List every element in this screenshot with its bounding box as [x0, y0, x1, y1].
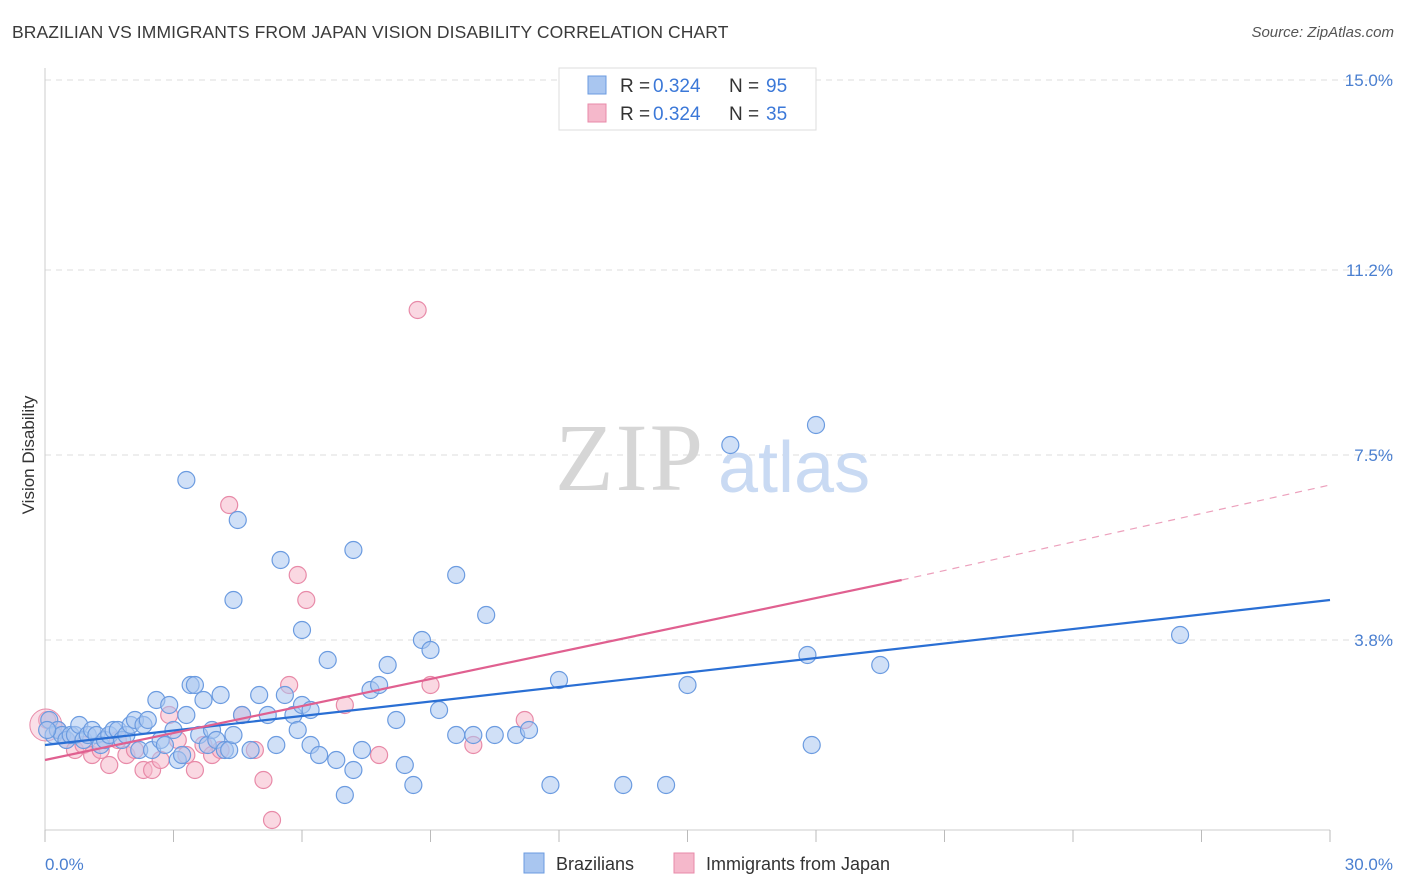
legend-r-label-1: R =	[620, 76, 650, 97]
data-point	[38, 720, 57, 740]
data-point	[678, 675, 697, 695]
bottom-legend-immigrants: Immigrants from Japan	[706, 854, 890, 874]
watermark: ZIP atlas	[555, 404, 870, 511]
data-point	[549, 670, 569, 690]
data-point	[519, 720, 539, 740]
data-point	[262, 810, 282, 830]
data-point	[370, 745, 389, 765]
data-point	[447, 725, 466, 745]
data-point	[267, 735, 286, 755]
data-point	[275, 685, 294, 705]
data-point	[292, 620, 312, 640]
y-tick-label: 3.8%	[1354, 631, 1393, 650]
data-point	[429, 700, 449, 720]
data-point	[421, 640, 440, 660]
data-point	[288, 720, 307, 740]
data-point	[310, 745, 329, 765]
x-tick-label: 30.0%	[1345, 855, 1393, 874]
trend-line-immigrants-extension	[901, 484, 1331, 581]
data-point	[172, 745, 192, 765]
data-point	[352, 740, 372, 760]
data-point	[871, 655, 890, 675]
data-point	[241, 740, 260, 760]
legend-r-value-1: 0.324	[653, 76, 701, 97]
bottom-legend: Brazilians Immigrants from Japan	[523, 852, 890, 874]
data-point	[271, 550, 290, 570]
chart-title: BRAZILIAN VS IMMIGRANTS FROM JAPAN VISIO…	[12, 22, 729, 42]
data-point	[344, 540, 363, 560]
x-tick-labels: 0.0% 30.0%	[45, 855, 1393, 874]
data-point	[160, 695, 179, 715]
legend-n-label-2: N =	[729, 104, 759, 125]
data-point	[185, 760, 205, 780]
data-point	[395, 755, 414, 775]
legend-n-value-1: 95	[766, 76, 787, 97]
trend-lines	[44, 484, 1331, 762]
data-point	[297, 590, 316, 610]
data-point	[485, 725, 504, 745]
legend-r-label-2: R =	[620, 104, 650, 125]
data-point	[220, 495, 239, 515]
data-point	[327, 750, 346, 770]
data-point	[404, 775, 423, 795]
watermark-zip: ZIP	[555, 404, 705, 511]
data-point	[138, 710, 157, 730]
bottom-legend-swatch-immigrants	[673, 852, 695, 874]
source-credit: Source: ZipAtlas.com	[1251, 24, 1394, 41]
trend-line-brazilians	[44, 598, 1331, 747]
data-point	[656, 775, 676, 795]
data-point	[194, 690, 213, 710]
legend-n-value-2: 35	[766, 104, 787, 125]
data-point	[228, 510, 247, 530]
data-point	[250, 685, 269, 705]
bottom-legend-brazilians: Brazilians	[556, 854, 634, 874]
data-point	[408, 300, 427, 320]
legend-swatch-immigrants	[587, 103, 607, 123]
data-point	[447, 565, 466, 585]
data-point	[1170, 625, 1190, 645]
data-point	[541, 775, 560, 795]
data-point	[387, 710, 406, 730]
y-tick-label: 15.0%	[1345, 71, 1393, 90]
top-legend: R = 0.324 N = 95 R = 0.324 N = 35	[558, 67, 817, 131]
legend-swatch-brazilians	[587, 75, 607, 95]
data-point	[220, 740, 239, 760]
data-point	[224, 590, 243, 610]
watermark-atlas: atlas	[718, 428, 870, 508]
data-point	[185, 675, 205, 695]
data-point	[177, 470, 196, 490]
x-tick-label: 0.0%	[45, 855, 84, 874]
y-tick-label: 7.5%	[1354, 446, 1393, 465]
data-point	[614, 775, 633, 795]
x-axis-ticks	[44, 830, 1331, 842]
data-point	[155, 735, 175, 755]
data-point	[464, 725, 483, 745]
y-tick-label: 11.2%	[1346, 261, 1393, 280]
data-point	[378, 655, 397, 675]
data-point	[100, 755, 119, 775]
data-point	[477, 605, 496, 625]
legend-n-label-1: N =	[729, 76, 759, 97]
data-point	[177, 705, 196, 725]
data-point	[335, 785, 354, 805]
legend-r-value-2: 0.324	[653, 104, 701, 125]
y-axis-label: Vision Disability	[19, 395, 38, 514]
y-tick-labels: 3.8% 7.5% 11.2% 15.0%	[1345, 71, 1393, 650]
data-point	[318, 650, 337, 670]
data-point	[344, 760, 363, 780]
data-point	[211, 685, 230, 705]
gridlines	[45, 79, 1395, 641]
trend-line-immigrants	[44, 578, 902, 762]
data-point	[806, 415, 826, 435]
data-point	[224, 725, 243, 745]
data-point	[254, 770, 273, 790]
data-point	[798, 645, 817, 665]
data-point	[802, 735, 821, 755]
bottom-legend-swatch-brazilians	[523, 852, 545, 874]
data-point	[288, 565, 307, 585]
data-point	[721, 435, 740, 455]
